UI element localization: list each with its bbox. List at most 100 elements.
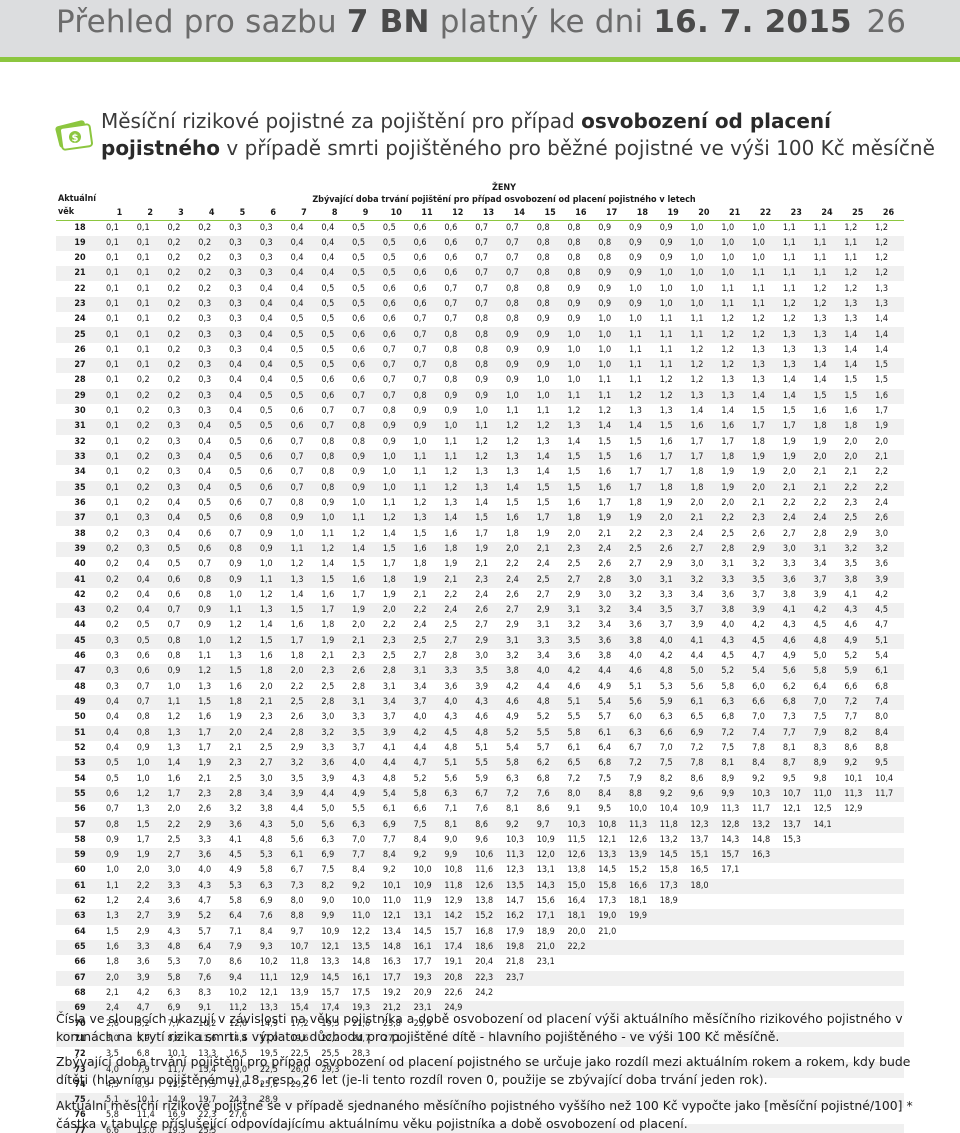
premium-cell: 1,1 [813,252,827,263]
premium-cell: 19,8 [503,939,535,956]
age-cell: 53 [56,756,104,772]
premium-cell: 2,0 [352,620,365,631]
premium-cell: 1,2 [782,314,796,325]
table-row: 60 1,0 2,0 3,0 4,0 4,9 5,8 6,7 7,5 8,4 9,2 10,0 10,8… [56,863,904,878]
premium-cell: 10,4 [875,773,894,784]
premium-cell: 1,3 [257,603,289,619]
premium-cell: 0,6 [229,497,242,508]
age-cell: 63 [56,909,104,925]
premium-cell: 7,9 [134,1062,166,1078]
premium-cell: 14,4 [227,1031,258,1048]
premium-cell: 2,6 [873,511,904,527]
premium-cell: 1,5 [596,449,628,466]
premium-cell [873,833,904,848]
age-cell: 70 [74,1018,86,1029]
premium-cell: 27,1 [380,1031,412,1048]
column-header: 17 [596,207,628,221]
premium-cell: 1,0 [565,327,597,343]
premium-cell: 1,1 [811,266,843,282]
premium-cell: 3,0 [875,528,889,539]
premium-cell: 10,4 [659,804,678,815]
premium-cell: 3,6 [629,620,642,631]
premium-cell: 1,3 [752,344,765,355]
premium-cell: 0,4 [104,694,135,711]
premium-cell: 3,2 [288,756,320,772]
premium-cell: 0,6 [259,436,273,447]
table-row: 54 0,5 1,0 1,6 2,1 2,5 3,0 3,5 3,9 4,3 4,8 5,2 5,6 5,… [56,771,904,786]
premium-cell: 7,2 [842,694,874,711]
premium-cell [257,1123,289,1133]
premium-cell: 3,9 [165,909,197,925]
premium-cell: 0,5 [290,344,304,355]
premium-cell: 6,3 [257,878,289,894]
premium-cell [873,1031,904,1048]
premium-cell: 6,3 [659,712,673,723]
premium-cell: 6,6 [750,694,781,711]
premium-cell: 4,8 [165,939,197,956]
premium-cell: 0,3 [196,296,228,313]
premium-cell: 17,4 [319,1001,351,1017]
table-row: 50 0,4 0,8 1,2 1,6 1,9 2,3 2,6 3,0 3,3 3,7 4,0 4,3 4,… [56,710,904,725]
premium-cell: 4,0 [721,620,735,631]
premium-cell: 1,1 [750,266,781,282]
premium-cell: 17,7 [380,970,412,986]
premium-cell: 0,8 [167,651,181,662]
premium-cell: 0,6 [442,235,474,251]
premium-cell: 0,1 [106,497,119,508]
premium-cell: 0,5 [106,773,119,784]
premium-cell: 3,6 [444,681,458,692]
premium-cell [534,970,566,986]
premium-cell: 2,9 [844,528,858,539]
premium-cell: 1,6 [503,511,535,527]
premium-cell: 9,8 [813,773,827,784]
premium-cell: 11,7 [873,786,904,803]
premium-cell: 1,3 [719,388,751,404]
premium-cell: 4,3 [352,773,365,784]
premium-cell [812,833,843,848]
premium-cell: 1,1 [505,406,519,417]
premium-cell: 5,1 [873,633,904,649]
premium-cell: 2,8 [444,651,458,662]
premium-cell: 24,2 [475,987,494,998]
age-cell: 71 [56,1031,104,1048]
premium-cell: 18,1 [565,909,597,925]
premium-cell: 1,0 [290,528,304,539]
premium-cell [534,1123,566,1133]
premium-cell: 0,7 [106,804,119,815]
premium-cell: 1,6 [229,681,242,692]
premium-cell: 4,6 [627,664,658,680]
premium-cell [473,1001,504,1017]
premium-cell: 0,1 [104,327,135,343]
age-cell: 18 [74,222,86,233]
premium-cell: 2,9 [290,742,304,753]
premium-cell: 19,0 [596,909,628,925]
premium-cell: 0,9 [136,742,150,753]
table-row: 61 1,1 2,2 3,3 4,3 5,3 6,3 7,3 8,2 9,2 10,1 10,9 11,… [56,878,904,894]
premium-cell: 1,5 [565,449,597,466]
premium-cell: 14,8 [352,957,371,968]
column-header: 20 [688,207,720,221]
premium-cell: 1,8 [688,480,720,496]
premium-cell: 29,3 [319,1062,351,1078]
premium-cell: 0,8 [475,314,489,325]
premium-cell: 7,2 [503,786,535,803]
premium-cell: 2,5 [842,511,874,527]
table-row: 37 0,1 0,3 0,4 0,5 0,6 0,8 0,9 1,0 1,1 1,2 1,3 1,4 1,… [56,511,904,527]
premium-cell: 4,1 [844,589,858,600]
premium-cell [565,1001,597,1017]
premium-cell: 3,6 [721,589,735,600]
premium-cell: 0,3 [196,358,228,374]
premium-cell: 19,3 [165,1123,197,1133]
age-cell: 48 [74,681,86,692]
premium-cell: 0,4 [198,467,212,478]
premium-cell: 1,4 [382,528,396,539]
premium-cell: 0,5 [259,406,273,417]
premium-cell: 2,0 [690,497,704,508]
premium-cell: 1,9 [444,559,458,570]
premium-cell [873,986,904,1001]
premium-cell: 2,6 [505,589,519,600]
age-cell: 24 [74,314,86,325]
premium-cell: 0,2 [196,235,228,251]
premium-cell: 1,1 [844,252,858,263]
premium-cell: 3,6 [319,756,351,772]
